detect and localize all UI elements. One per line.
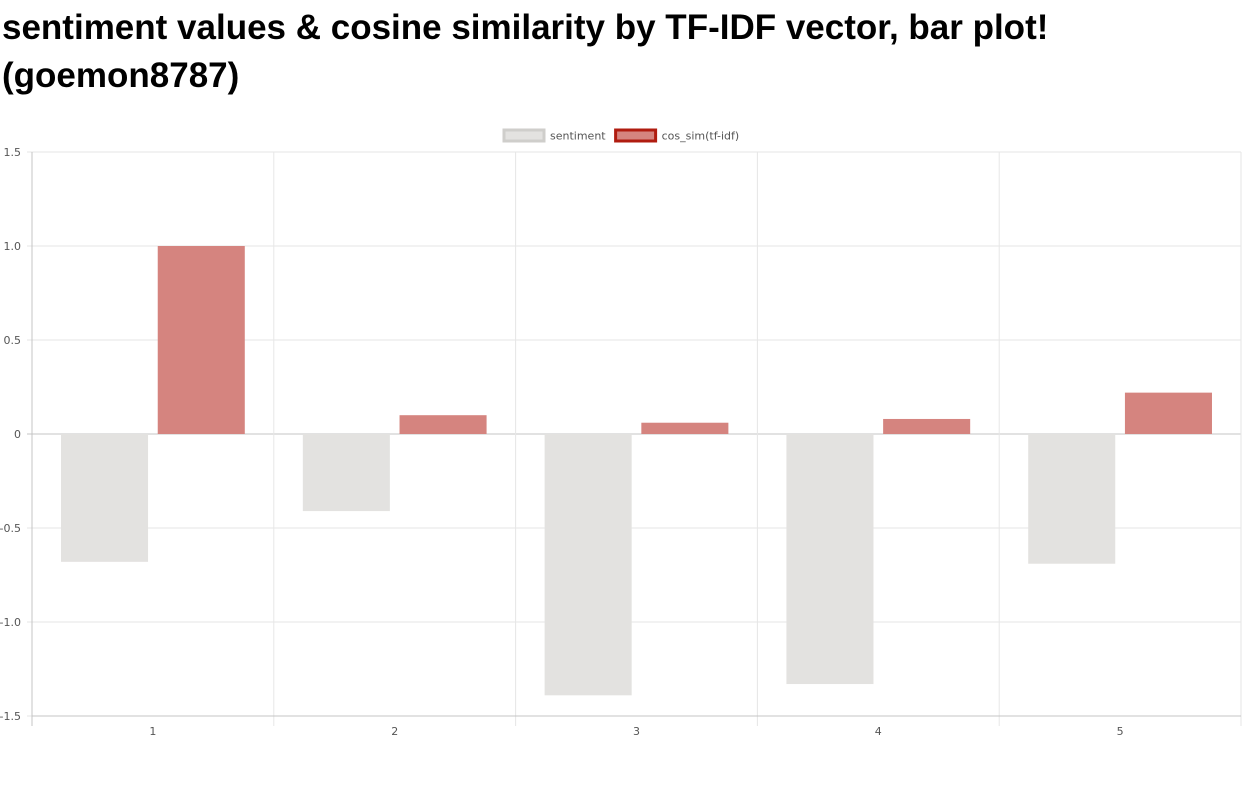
x-tick-label: 4 bbox=[875, 725, 882, 738]
x-tick-label: 5 bbox=[1117, 725, 1124, 738]
y-tick-label: -1.5 bbox=[0, 710, 21, 723]
y-tick-label: -1.0 bbox=[0, 616, 21, 629]
y-tick-label: 0.5 bbox=[4, 334, 22, 347]
legend-swatch bbox=[502, 128, 546, 143]
legend-label: cos_sim(tf-idf) bbox=[662, 130, 740, 143]
legend: sentiment cos_sim(tf-idf) bbox=[502, 128, 740, 143]
y-tick-label: -0.5 bbox=[0, 522, 21, 535]
bar-sentiment-1 bbox=[61, 434, 149, 562]
y-tick-label: 1.0 bbox=[4, 240, 22, 253]
bar-cos-sim-2 bbox=[399, 415, 487, 434]
axes: 1.5 1.0 0.5 0 -0.5 -1.0 -1.5 1 2 3 4 5 bbox=[0, 146, 1241, 738]
bar-sentiment-2 bbox=[302, 434, 390, 512]
bar-cos-sim-4 bbox=[883, 418, 971, 434]
page-title: sentiment values & cosine similarity by … bbox=[2, 8, 1049, 95]
bar-sentiment-5 bbox=[1028, 434, 1116, 564]
x-tick-label: 2 bbox=[391, 725, 398, 738]
bar-cos-sim-3 bbox=[641, 422, 729, 434]
legend-swatch bbox=[614, 128, 658, 143]
bars bbox=[61, 246, 1212, 696]
bar-sentiment-3 bbox=[544, 434, 632, 696]
y-tick-label: 0 bbox=[14, 428, 21, 441]
x-tick-label: 3 bbox=[633, 725, 640, 738]
bar-sentiment-4 bbox=[786, 434, 874, 685]
bar-cos-sim-1 bbox=[157, 246, 245, 434]
y-tick-label: 1.5 bbox=[4, 146, 22, 159]
legend-label: sentiment bbox=[550, 130, 606, 143]
x-tick-label: 1 bbox=[149, 725, 156, 738]
bar-cos-sim-5 bbox=[1124, 392, 1212, 434]
